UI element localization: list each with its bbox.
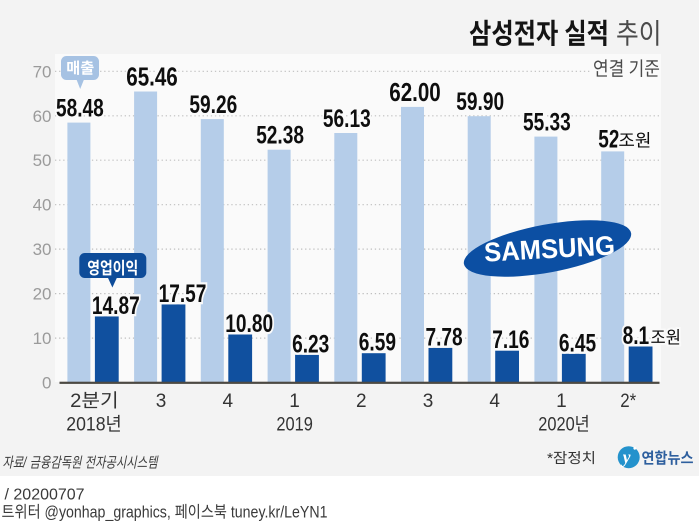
svg-text:62.00: 62.00 [389,77,441,107]
svg-text:SAMSUNG: SAMSUNG [483,230,615,267]
svg-text:2*: 2* [620,386,637,413]
svg-text:55.33: 55.33 [523,109,571,137]
svg-text:연결 기준: 연결 기준 [593,53,660,82]
svg-text:삼성전자 실적: 삼성전자 실적 [469,12,609,53]
svg-text:2: 2 [356,386,367,413]
svg-text:2019: 2019 [276,410,313,437]
svg-text:20: 20 [33,285,52,304]
svg-text:52.38: 52.38 [256,122,304,150]
svg-text:3: 3 [423,386,434,413]
svg-text:조원: 조원 [651,324,681,349]
svg-text:4: 4 [223,386,234,413]
svg-text:매출: 매출 [66,56,94,78]
svg-text:8.1: 8.1 [623,322,650,350]
svg-text:7.78: 7.78 [426,323,463,351]
svg-text:58.48: 58.48 [56,95,104,123]
svg-text:14.87: 14.87 [92,292,140,320]
svg-text:59.26: 59.26 [189,91,237,119]
svg-text:자료/ 금융감독원 전자공시시스템: 자료/ 금융감독원 전자공시시스템 [3,452,159,473]
svg-text:추이: 추이 [616,12,662,53]
svg-text:6.45: 6.45 [559,329,596,357]
svg-text:17.57: 17.57 [159,280,207,308]
svg-text:70: 70 [33,62,52,81]
svg-text:65.46: 65.46 [126,62,178,92]
svg-text:40: 40 [33,196,52,215]
svg-text:6.23: 6.23 [292,330,329,358]
svg-text:y: y [621,447,631,467]
svg-text:2분기: 2분기 [70,386,119,413]
svg-text:50: 50 [33,151,52,170]
svg-text:52: 52 [598,125,619,153]
svg-text:56.13: 56.13 [323,105,371,133]
svg-text:/ 20200707: / 20200707 [5,487,85,504]
svg-text:연합뉴스: 연합뉴스 [642,447,694,469]
svg-text:1: 1 [289,386,300,413]
svg-text:2018년: 2018년 [66,410,122,437]
svg-text:트위터 @yonhap_graphics, 페이스북 tun: 트위터 @yonhap_graphics, 페이스북 tuney.kr/LeYN… [2,499,328,523]
svg-text:영업이익: 영업이익 [87,254,138,279]
svg-text:4: 4 [489,386,500,413]
svg-text:7.16: 7.16 [492,326,529,354]
svg-text:2020년: 2020년 [538,410,590,437]
svg-text:1: 1 [556,386,567,413]
svg-text:10: 10 [33,329,52,348]
svg-text:60: 60 [33,107,52,126]
svg-text:10.80: 10.80 [225,310,273,338]
svg-text:0: 0 [42,374,51,393]
svg-text:조원: 조원 [618,128,651,153]
svg-text:3: 3 [156,386,167,413]
svg-text:6.59: 6.59 [359,329,396,357]
svg-text:*잠정치: *잠정치 [547,447,596,468]
svg-text:59.90: 59.90 [456,88,504,116]
svg-text:30: 30 [33,240,52,259]
